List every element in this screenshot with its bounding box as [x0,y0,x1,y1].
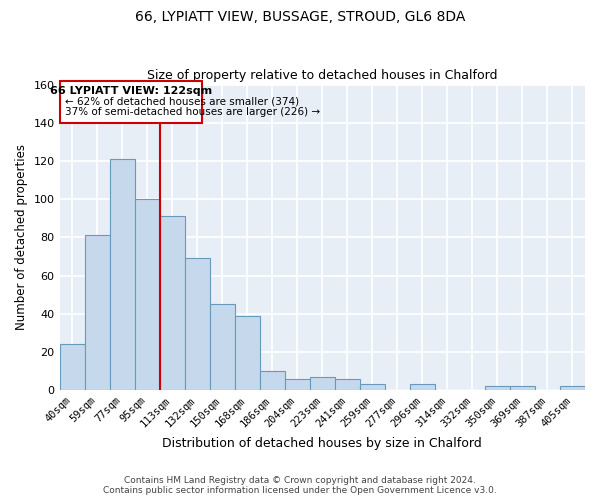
Bar [160,216,185,390]
Bar [59,344,85,390]
Bar [485,386,510,390]
Bar [110,159,134,390]
Y-axis label: Number of detached properties: Number of detached properties [15,144,28,330]
X-axis label: Distribution of detached houses by size in Chalford: Distribution of detached houses by size … [163,437,482,450]
Bar [560,386,585,390]
Bar [510,386,535,390]
Bar [209,304,235,390]
Bar [260,371,285,390]
Text: 66 LYPIATT VIEW: 122sqm: 66 LYPIATT VIEW: 122sqm [50,86,212,97]
Text: ← 62% of detached houses are smaller (374): ← 62% of detached houses are smaller (37… [65,97,299,107]
Bar [335,379,360,390]
Text: 37% of semi-detached houses are larger (226) →: 37% of semi-detached houses are larger (… [65,108,320,118]
FancyBboxPatch shape [59,80,202,123]
Bar [235,316,260,390]
Bar [85,236,110,390]
Bar [185,258,209,390]
Bar [360,384,385,390]
Bar [310,377,335,390]
Text: Contains HM Land Registry data © Crown copyright and database right 2024.
Contai: Contains HM Land Registry data © Crown c… [103,476,497,495]
Bar [410,384,435,390]
Bar [134,199,160,390]
Text: 66, LYPIATT VIEW, BUSSAGE, STROUD, GL6 8DA: 66, LYPIATT VIEW, BUSSAGE, STROUD, GL6 8… [135,10,465,24]
Bar [285,379,310,390]
Title: Size of property relative to detached houses in Chalford: Size of property relative to detached ho… [147,69,497,82]
